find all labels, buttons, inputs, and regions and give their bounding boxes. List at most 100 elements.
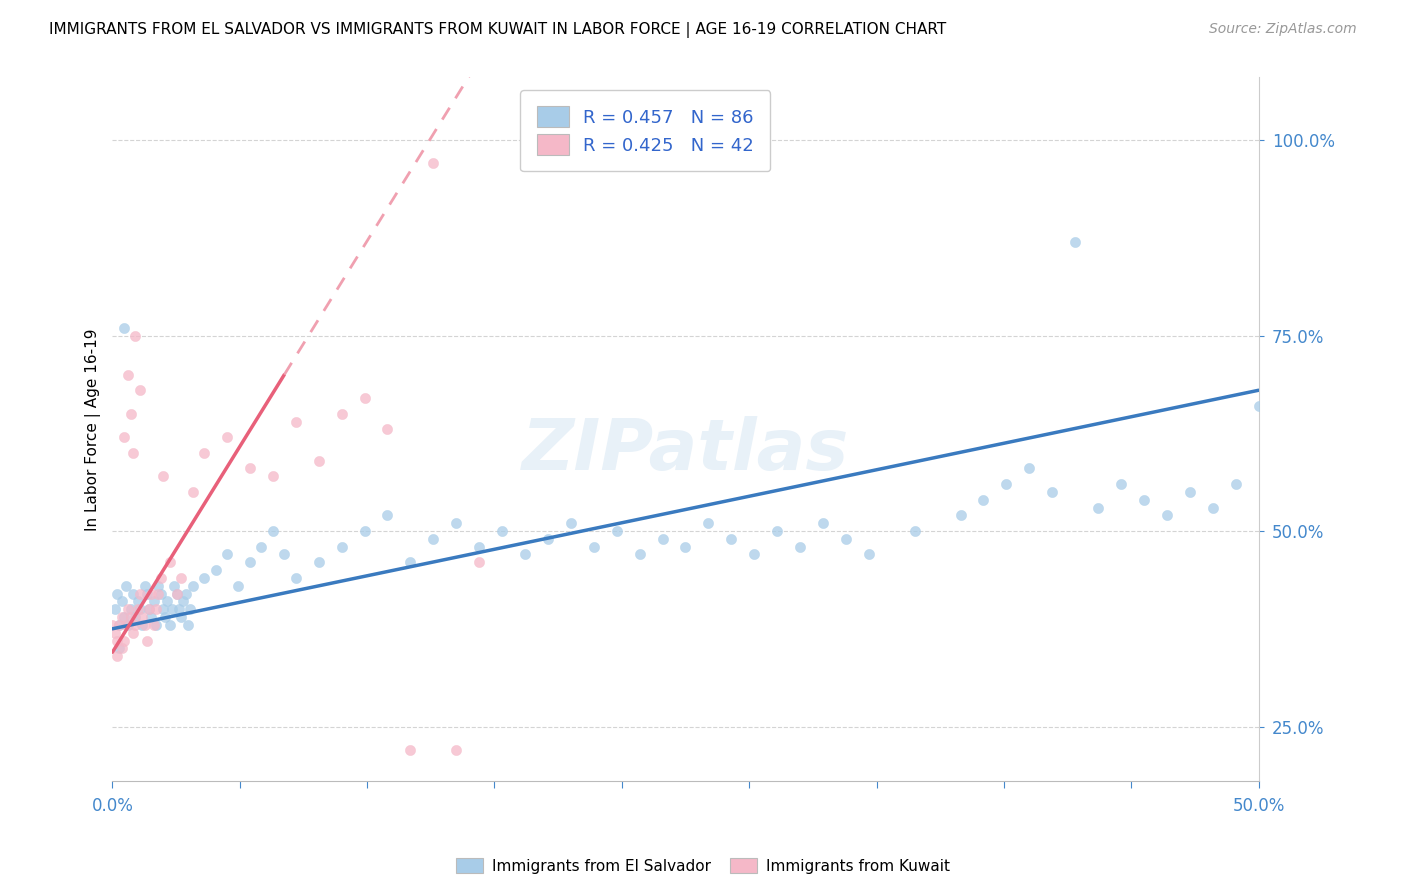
Point: [353, 524, 375, 538]
Point: [134, 618, 156, 632]
Point: [148, 586, 170, 600]
Point: [112, 430, 135, 444]
Point: [262, 469, 284, 483]
Point: [120, 602, 142, 616]
Point: [1064, 235, 1087, 249]
Point: [104, 625, 127, 640]
Point: [127, 594, 149, 608]
Point: [163, 579, 186, 593]
Point: [904, 524, 927, 538]
Point: [972, 492, 994, 507]
Point: [446, 743, 468, 757]
Point: [399, 555, 422, 569]
Point: [181, 484, 204, 499]
Point: [330, 407, 353, 421]
Point: [742, 548, 765, 562]
Point: [124, 618, 146, 632]
Point: [152, 469, 174, 483]
Point: [122, 625, 145, 640]
Point: [284, 571, 307, 585]
Y-axis label: In Labor Force | Age 16-19: In Labor Force | Age 16-19: [86, 328, 101, 531]
Point: [1087, 500, 1109, 515]
Point: [835, 532, 858, 546]
Point: [166, 586, 188, 600]
Point: [108, 618, 131, 632]
Point: [811, 516, 834, 531]
Point: [127, 602, 149, 616]
Point: [628, 548, 651, 562]
Point: [177, 618, 200, 632]
Point: [120, 407, 142, 421]
Point: [1133, 492, 1156, 507]
Point: [167, 602, 190, 616]
Point: [446, 516, 468, 531]
Point: [720, 532, 742, 546]
Text: IMMIGRANTS FROM EL SALVADOR VS IMMIGRANTS FROM KUWAIT IN LABOR FORCE | AGE 16-19: IMMIGRANTS FROM EL SALVADOR VS IMMIGRANT…: [49, 22, 946, 38]
Point: [181, 579, 204, 593]
Point: [606, 524, 628, 538]
Point: [108, 641, 131, 656]
Point: [422, 156, 444, 170]
Point: [170, 610, 193, 624]
Point: [422, 532, 444, 546]
Point: [142, 594, 165, 608]
Point: [193, 571, 215, 585]
Point: [124, 328, 146, 343]
Point: [138, 602, 160, 616]
Point: [1040, 484, 1063, 499]
Point: [110, 610, 132, 624]
Text: Source: ZipAtlas.com: Source: ZipAtlas.com: [1209, 22, 1357, 37]
Text: ZIPatlas: ZIPatlas: [522, 416, 849, 485]
Legend: Immigrants from El Salvador, Immigrants from Kuwait: Immigrants from El Salvador, Immigrants …: [450, 852, 956, 880]
Point: [1018, 461, 1040, 475]
Point: [149, 586, 172, 600]
Point: [560, 516, 582, 531]
Point: [105, 586, 128, 600]
Point: [131, 610, 153, 624]
Point: [273, 548, 295, 562]
Point: [110, 594, 132, 608]
Point: [215, 548, 238, 562]
Point: [134, 579, 156, 593]
Point: [142, 618, 165, 632]
Point: [141, 610, 163, 624]
Point: [179, 602, 201, 616]
Point: [239, 555, 262, 569]
Point: [1156, 508, 1178, 523]
Point: [399, 743, 422, 757]
Point: [204, 563, 226, 577]
Point: [135, 586, 157, 600]
Point: [468, 555, 491, 569]
Point: [377, 508, 399, 523]
Point: [228, 579, 250, 593]
Point: [1225, 477, 1247, 491]
Point: [170, 571, 193, 585]
Point: [152, 602, 174, 616]
Point: [108, 618, 131, 632]
Point: [115, 618, 138, 632]
Point: [117, 368, 139, 382]
Point: [789, 540, 811, 554]
Point: [112, 610, 135, 624]
Point: [215, 430, 238, 444]
Point: [377, 422, 399, 436]
Point: [117, 618, 139, 632]
Point: [513, 548, 536, 562]
Point: [141, 586, 163, 600]
Point: [330, 540, 353, 554]
Point: [262, 524, 284, 538]
Point: [166, 586, 188, 600]
Point: [1247, 399, 1270, 413]
Point: [124, 610, 146, 624]
Point: [250, 540, 273, 554]
Point: [537, 532, 560, 546]
Point: [105, 649, 128, 664]
Point: [145, 618, 167, 632]
Point: [129, 384, 152, 398]
Point: [1178, 484, 1201, 499]
Point: [112, 633, 135, 648]
Point: [308, 555, 330, 569]
Point: [193, 446, 215, 460]
Point: [115, 579, 138, 593]
Point: [112, 320, 135, 334]
